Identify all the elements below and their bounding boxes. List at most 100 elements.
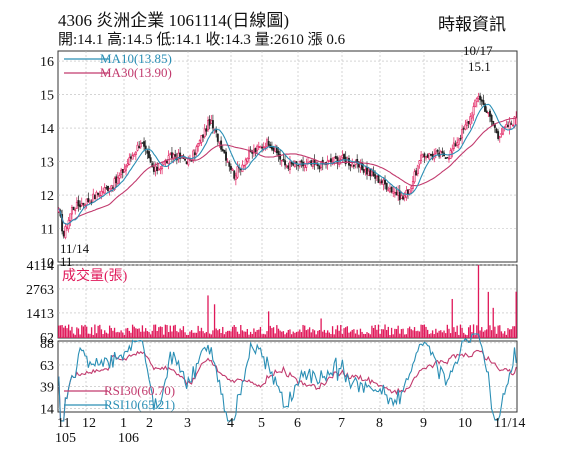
volume-bar [92, 334, 94, 338]
volume-bar [282, 331, 285, 338]
volume-bar [343, 328, 345, 338]
volume-bar [315, 334, 317, 338]
candle-down [146, 150, 149, 154]
volume-bar [112, 330, 114, 338]
volume-bar [415, 331, 417, 338]
rsi-tick-label: 14 [40, 402, 54, 417]
candle-up [400, 195, 403, 199]
volume-bar [140, 331, 142, 338]
candle-up [198, 140, 201, 144]
candle-up [243, 164, 246, 167]
candle-up [403, 195, 406, 199]
volume-bar [276, 325, 278, 338]
candle-down [310, 160, 313, 166]
volume-bar [151, 330, 153, 338]
volume-bar [231, 326, 234, 338]
volume-bar [181, 330, 183, 338]
candle-up [154, 165, 157, 172]
volume-bar [279, 330, 281, 338]
volume-bar [445, 333, 447, 338]
volume-bar [89, 333, 91, 338]
volume-bar [212, 330, 214, 338]
candle-down [446, 157, 449, 159]
high-date-annotation: 10/17 [463, 43, 493, 58]
candle-down [193, 152, 196, 156]
candle-up [169, 153, 172, 155]
volume-bar [253, 328, 255, 338]
volume-bar [418, 331, 421, 338]
volume-bar [77, 328, 80, 338]
candle-down [390, 186, 393, 193]
candle-up [420, 154, 423, 161]
candle-down [223, 150, 226, 154]
candle-down [300, 160, 303, 163]
volume-bar [86, 326, 88, 338]
rsi-panel-frame [57, 340, 518, 413]
volume-bar [363, 333, 365, 338]
x-tick-label: 10 [458, 416, 472, 431]
volume-bar [312, 329, 314, 338]
candle-up [67, 219, 70, 230]
volume-bar [440, 330, 442, 338]
candle-down [79, 204, 82, 208]
x-tick-label: 11 [57, 416, 70, 431]
volume-bar [163, 334, 165, 338]
candle-up [157, 168, 160, 171]
volume-bar [138, 328, 140, 338]
candle-up [289, 161, 291, 170]
x-tick-label: 5 [258, 416, 265, 431]
volume-bar [289, 329, 291, 338]
candle-down [459, 138, 462, 140]
chart-title: 4306 炎洲企業 1061114(日線圖) [58, 11, 290, 30]
candle-down [82, 202, 85, 205]
volume-bar [286, 332, 288, 338]
volume-bar [513, 326, 516, 338]
candle-down [121, 169, 124, 174]
volume-bar [459, 324, 462, 338]
volume-bar [349, 331, 352, 338]
volume-bar [167, 332, 170, 338]
candle-up [472, 106, 475, 116]
volume-bar [205, 332, 208, 338]
x-tick-label: 11/14 [494, 416, 525, 431]
volume-tick-label: 2763 [26, 283, 54, 298]
candle-up [161, 165, 164, 169]
volume-bar [240, 325, 242, 338]
volume-bar [254, 331, 257, 338]
volume-bar [227, 330, 229, 338]
candle-down [156, 166, 159, 171]
volume-bar [104, 330, 106, 338]
volume-bar [115, 332, 117, 338]
candle-up [266, 139, 268, 147]
candle-down [497, 131, 500, 139]
candle-up [172, 154, 175, 160]
volume-bar [474, 334, 476, 338]
candle-down [380, 180, 383, 184]
candle-up [285, 165, 288, 168]
volume-bar [331, 326, 334, 338]
volume-bar [235, 326, 237, 338]
rsi-tick-label: 63 [40, 359, 54, 374]
candle-down [233, 170, 236, 179]
candle-up [69, 213, 72, 221]
candle-up [120, 169, 123, 175]
candle-up [464, 124, 467, 130]
volume-bar [328, 332, 330, 338]
volume-bar [146, 331, 148, 338]
volume-bar [327, 330, 329, 338]
candle-down [107, 185, 109, 191]
volume-bar [341, 333, 344, 338]
x-tick-label: 9 [420, 416, 427, 431]
volume-bar [313, 330, 316, 338]
candle-down [495, 128, 498, 134]
volume-bar [348, 332, 350, 338]
volume-bar [63, 327, 65, 338]
volume-bar [479, 330, 481, 338]
volume-title: 成交量(張) [62, 267, 128, 284]
volume-bar [223, 334, 226, 338]
candle-down [77, 200, 80, 207]
volume-bar [94, 324, 96, 338]
volume-bar [469, 325, 471, 338]
candle-up [133, 154, 136, 157]
volume-bar [410, 329, 412, 338]
